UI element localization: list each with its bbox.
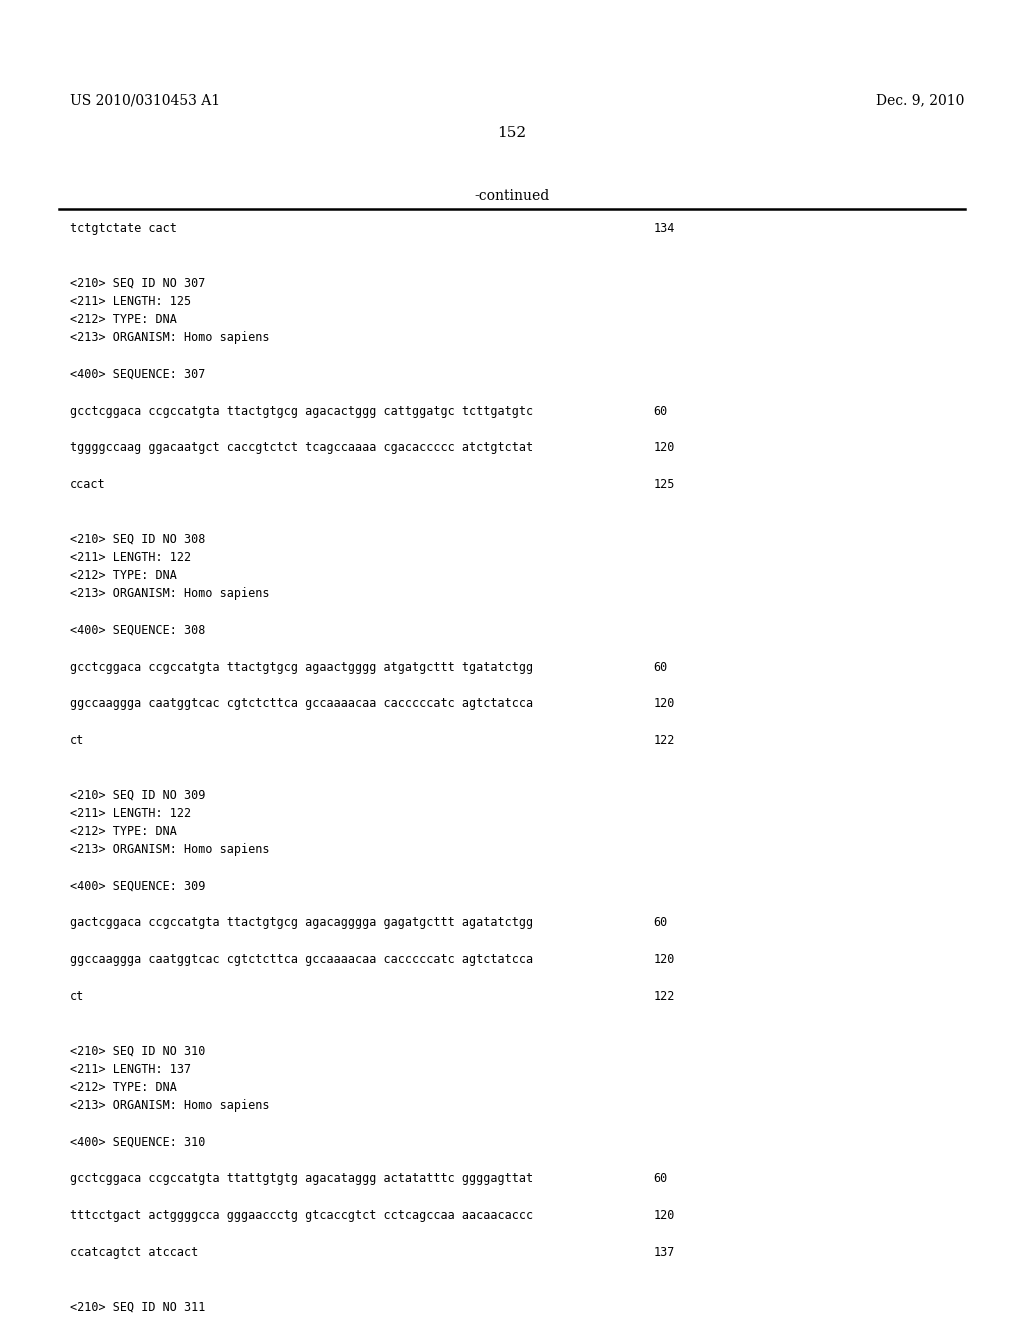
Text: 120: 120 [653, 1209, 675, 1222]
Text: <212> TYPE: DNA: <212> TYPE: DNA [70, 569, 176, 582]
Text: -continued: -continued [474, 189, 550, 202]
Text: 134: 134 [653, 222, 675, 235]
Text: 120: 120 [653, 953, 675, 966]
Text: tttcctgact actggggcca gggaaccctg gtcaccgtct cctcagccaa aacaacaccc: tttcctgact actggggcca gggaaccctg gtcaccg… [70, 1209, 532, 1222]
Text: <210> SEQ ID NO 308: <210> SEQ ID NO 308 [70, 532, 205, 545]
Text: gcctcggaca ccgccatgta ttattgtgtg agacataggg actatatttc ggggagttat: gcctcggaca ccgccatgta ttattgtgtg agacata… [70, 1172, 532, 1185]
Text: ccact: ccact [70, 478, 105, 491]
Text: 122: 122 [653, 990, 675, 1003]
Text: ct: ct [70, 734, 84, 747]
Text: gactcggaca ccgccatgta ttactgtgcg agacagggga gagatgcttt agatatctgg: gactcggaca ccgccatgta ttactgtgcg agacagg… [70, 916, 532, 929]
Text: <213> ORGANISM: Homo sapiens: <213> ORGANISM: Homo sapiens [70, 331, 269, 345]
Text: gcctcggaca ccgccatgta ttactgtgcg agaactgggg atgatgcttt tgatatctgg: gcctcggaca ccgccatgta ttactgtgcg agaactg… [70, 660, 532, 673]
Text: 60: 60 [653, 660, 668, 673]
Text: ct: ct [70, 990, 84, 1003]
Text: <400> SEQUENCE: 308: <400> SEQUENCE: 308 [70, 624, 205, 638]
Text: ggccaaggga caatggtcac cgtctcttca gccaaaacaa cacccccatc agtctatcca: ggccaaggga caatggtcac cgtctcttca gccaaaa… [70, 953, 532, 966]
Text: 60: 60 [653, 1172, 668, 1185]
Text: <211> LENGTH: 125: <211> LENGTH: 125 [70, 294, 190, 308]
Text: ccatcagtct atccact: ccatcagtct atccact [70, 1246, 198, 1258]
Text: 125: 125 [653, 478, 675, 491]
Text: <213> ORGANISM: Homo sapiens: <213> ORGANISM: Homo sapiens [70, 587, 269, 601]
Text: Dec. 9, 2010: Dec. 9, 2010 [877, 94, 965, 107]
Text: <213> ORGANISM: Homo sapiens: <213> ORGANISM: Homo sapiens [70, 843, 269, 857]
Text: <210> SEQ ID NO 309: <210> SEQ ID NO 309 [70, 788, 205, 801]
Text: <400> SEQUENCE: 309: <400> SEQUENCE: 309 [70, 880, 205, 892]
Text: <213> ORGANISM: Homo sapiens: <213> ORGANISM: Homo sapiens [70, 1100, 269, 1113]
Text: 120: 120 [653, 441, 675, 454]
Text: <212> TYPE: DNA: <212> TYPE: DNA [70, 313, 176, 326]
Text: <210> SEQ ID NO 310: <210> SEQ ID NO 310 [70, 1044, 205, 1057]
Text: <210> SEQ ID NO 307: <210> SEQ ID NO 307 [70, 277, 205, 289]
Text: <210> SEQ ID NO 311: <210> SEQ ID NO 311 [70, 1300, 205, 1313]
Text: 60: 60 [653, 404, 668, 417]
Text: 122: 122 [653, 734, 675, 747]
Text: 120: 120 [653, 697, 675, 710]
Text: 152: 152 [498, 127, 526, 140]
Text: <400> SEQUENCE: 310: <400> SEQUENCE: 310 [70, 1135, 205, 1148]
Text: 137: 137 [653, 1246, 675, 1258]
Text: <211> LENGTH: 122: <211> LENGTH: 122 [70, 807, 190, 820]
Text: <211> LENGTH: 137: <211> LENGTH: 137 [70, 1063, 190, 1076]
Text: <211> LENGTH: 122: <211> LENGTH: 122 [70, 1319, 190, 1320]
Text: 60: 60 [653, 916, 668, 929]
Text: tctgtctate cact: tctgtctate cact [70, 222, 176, 235]
Text: gcctcggaca ccgccatgta ttactgtgcg agacactggg cattggatgc tcttgatgtc: gcctcggaca ccgccatgta ttactgtgcg agacact… [70, 404, 532, 417]
Text: <400> SEQUENCE: 307: <400> SEQUENCE: 307 [70, 368, 205, 381]
Text: US 2010/0310453 A1: US 2010/0310453 A1 [70, 94, 220, 107]
Text: <212> TYPE: DNA: <212> TYPE: DNA [70, 1081, 176, 1094]
Text: tggggccaag ggacaatgct caccgtctct tcagccaaaa cgacaccccc atctgtctat: tggggccaag ggacaatgct caccgtctct tcagcca… [70, 441, 532, 454]
Text: <212> TYPE: DNA: <212> TYPE: DNA [70, 825, 176, 838]
Text: ggccaaggga caatggtcac cgtctcttca gccaaaacaa cacccccatc agtctatcca: ggccaaggga caatggtcac cgtctcttca gccaaaa… [70, 697, 532, 710]
Text: <211> LENGTH: 122: <211> LENGTH: 122 [70, 550, 190, 564]
